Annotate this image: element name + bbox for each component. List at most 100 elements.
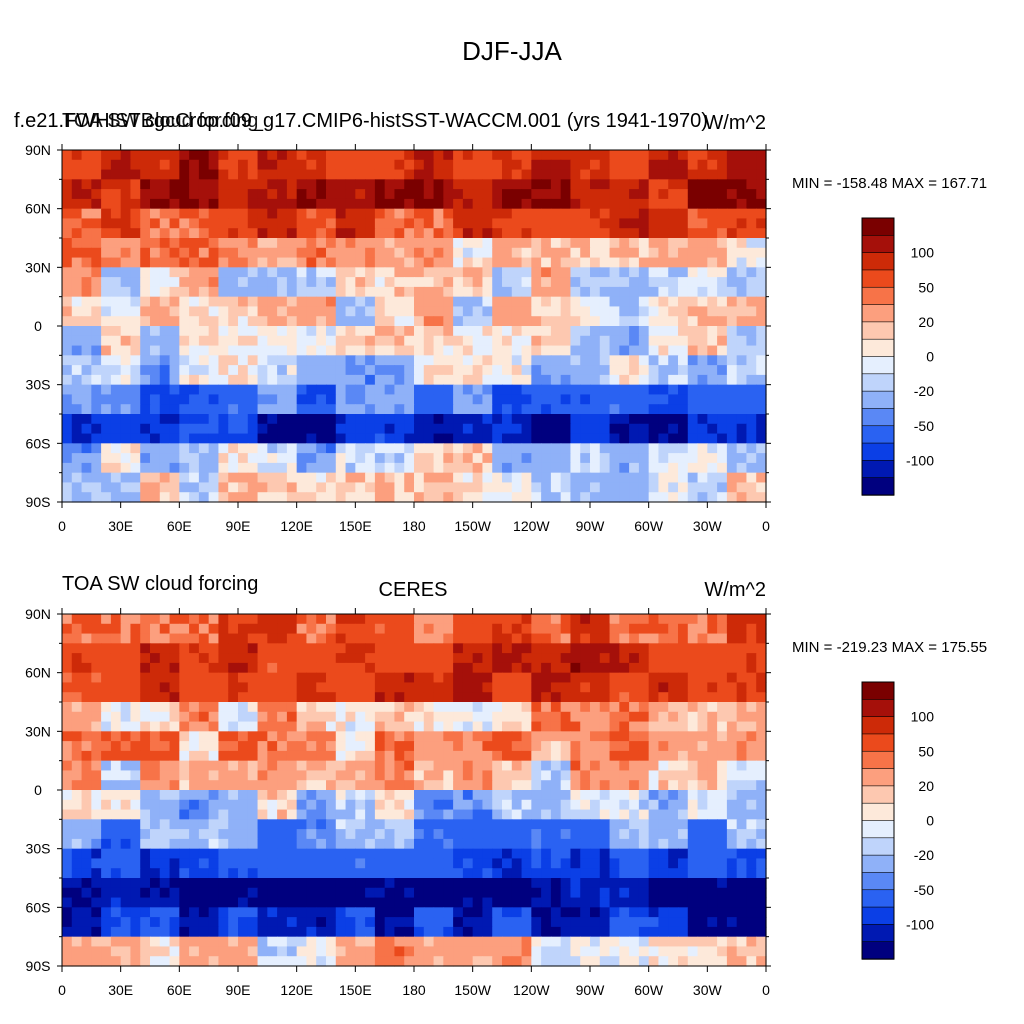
field-cell bbox=[91, 443, 102, 454]
field-cell bbox=[423, 848, 435, 860]
field-cell bbox=[590, 750, 601, 762]
field-cell bbox=[502, 394, 513, 405]
field-cell bbox=[580, 917, 591, 928]
field-cell bbox=[277, 198, 288, 210]
field-cell bbox=[462, 702, 474, 713]
field-cell bbox=[541, 404, 552, 415]
field-cell bbox=[345, 208, 356, 220]
field-cell bbox=[81, 198, 92, 210]
field-cell bbox=[306, 917, 317, 928]
field-cell bbox=[218, 492, 229, 503]
field-cell bbox=[746, 829, 757, 840]
field-cell bbox=[257, 887, 268, 899]
field-cell bbox=[619, 472, 630, 484]
field-cell bbox=[81, 159, 92, 171]
field-cell bbox=[365, 614, 376, 625]
field-cell bbox=[267, 702, 278, 713]
field-cell bbox=[443, 692, 454, 703]
field-cell bbox=[326, 711, 337, 723]
field-cell bbox=[668, 711, 679, 723]
field-cell bbox=[462, 414, 474, 425]
field-cell bbox=[120, 809, 132, 820]
field-cell bbox=[433, 374, 444, 386]
field-cell bbox=[208, 150, 220, 161]
field-cell bbox=[91, 819, 102, 830]
field-cell bbox=[472, 868, 484, 879]
field-cell bbox=[169, 257, 180, 268]
field-cell bbox=[140, 169, 151, 180]
field-cell bbox=[62, 662, 73, 674]
field-cell bbox=[335, 653, 347, 664]
field-cell bbox=[228, 653, 239, 664]
field-cell bbox=[609, 809, 620, 820]
field-cell bbox=[130, 384, 141, 396]
field-cell bbox=[218, 179, 229, 190]
field-cell bbox=[521, 721, 532, 732]
field-cell bbox=[228, 623, 239, 635]
field-cell bbox=[71, 858, 83, 869]
field-cell bbox=[81, 404, 92, 415]
field-cell bbox=[189, 492, 200, 503]
field-cell bbox=[638, 326, 650, 337]
field-cell bbox=[110, 462, 122, 474]
field-cell bbox=[482, 150, 493, 161]
field-cell bbox=[541, 809, 552, 820]
field-cell bbox=[130, 169, 141, 180]
field-cell bbox=[110, 702, 122, 713]
field-cell bbox=[247, 326, 259, 337]
field-cell bbox=[247, 365, 259, 376]
field-cell bbox=[736, 653, 748, 664]
field-cell bbox=[433, 819, 444, 830]
field-cell bbox=[228, 799, 239, 811]
field-cell bbox=[638, 917, 650, 928]
field-cell bbox=[687, 838, 699, 850]
field-cell bbox=[316, 809, 327, 820]
field-cell bbox=[746, 711, 757, 723]
field-cell bbox=[668, 286, 679, 298]
field-cell bbox=[736, 189, 748, 200]
field-cell bbox=[619, 614, 630, 625]
field-cell bbox=[179, 897, 190, 908]
field-cell bbox=[130, 711, 141, 723]
field-cell bbox=[316, 150, 327, 161]
field-cell bbox=[707, 711, 718, 723]
field-cell bbox=[687, 682, 699, 693]
field-cell bbox=[658, 662, 669, 674]
field-cell bbox=[81, 414, 92, 425]
field-cell bbox=[150, 433, 161, 444]
field-cell bbox=[472, 799, 484, 811]
field-cell bbox=[374, 482, 386, 493]
field-cell bbox=[668, 316, 679, 327]
field-cell bbox=[130, 228, 141, 239]
field-cell bbox=[355, 643, 366, 654]
field-cell bbox=[179, 770, 190, 781]
field-cell bbox=[717, 829, 728, 840]
field-cell bbox=[756, 306, 767, 317]
field-cell bbox=[296, 614, 308, 625]
field-cell bbox=[355, 741, 366, 752]
field-cell bbox=[198, 750, 210, 762]
field-cell bbox=[502, 741, 513, 752]
field-cell bbox=[101, 267, 112, 278]
field-cell bbox=[736, 682, 748, 693]
field-cell bbox=[629, 414, 640, 425]
field-cell bbox=[306, 169, 317, 180]
field-cell bbox=[247, 711, 259, 723]
field-cell bbox=[355, 878, 366, 889]
field-cell bbox=[335, 750, 347, 762]
field-cell bbox=[238, 868, 249, 879]
field-cell bbox=[736, 711, 748, 723]
field-cell bbox=[140, 702, 151, 713]
field-cell bbox=[668, 799, 679, 811]
field-cell bbox=[150, 623, 161, 635]
field-cell bbox=[345, 277, 356, 288]
field-cell bbox=[726, 277, 738, 288]
field-cell bbox=[560, 296, 572, 308]
field-cell bbox=[384, 643, 396, 654]
field-cell bbox=[345, 741, 356, 752]
field-cell bbox=[746, 653, 757, 664]
field-cell bbox=[316, 692, 327, 703]
field-cell bbox=[453, 614, 464, 625]
field-cell bbox=[550, 750, 562, 762]
field-cell bbox=[81, 614, 92, 625]
